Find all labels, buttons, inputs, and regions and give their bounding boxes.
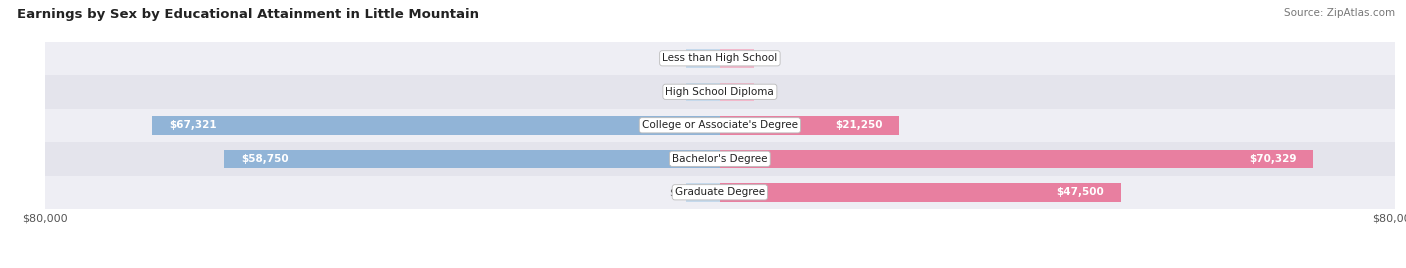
- Bar: [686, 49, 720, 68]
- Text: $70,329: $70,329: [1249, 154, 1296, 164]
- Bar: [45, 75, 1395, 109]
- Text: Source: ZipAtlas.com: Source: ZipAtlas.com: [1284, 8, 1395, 18]
- Text: $21,250: $21,250: [835, 120, 883, 130]
- Bar: [152, 116, 720, 135]
- Bar: [720, 49, 754, 68]
- Text: Less than High School: Less than High School: [662, 53, 778, 63]
- Bar: [45, 176, 1395, 209]
- Bar: [686, 83, 720, 101]
- Text: High School Diploma: High School Diploma: [665, 87, 775, 97]
- Text: $0: $0: [758, 87, 770, 97]
- Text: $58,750: $58,750: [240, 154, 288, 164]
- Bar: [45, 42, 1395, 75]
- Text: $0: $0: [669, 53, 682, 63]
- Text: Graduate Degree: Graduate Degree: [675, 187, 765, 197]
- Text: Earnings by Sex by Educational Attainment in Little Mountain: Earnings by Sex by Educational Attainmen…: [17, 8, 479, 21]
- Bar: [45, 142, 1395, 176]
- Text: $67,321: $67,321: [169, 120, 217, 130]
- Text: $47,500: $47,500: [1056, 187, 1104, 197]
- Text: $0: $0: [669, 187, 682, 197]
- Bar: [720, 183, 1121, 202]
- Text: $0: $0: [669, 87, 682, 97]
- Text: $0: $0: [758, 53, 770, 63]
- Bar: [720, 150, 1313, 168]
- Text: Bachelor's Degree: Bachelor's Degree: [672, 154, 768, 164]
- Bar: [720, 116, 900, 135]
- Text: College or Associate's Degree: College or Associate's Degree: [643, 120, 797, 130]
- Bar: [686, 183, 720, 202]
- Bar: [224, 150, 720, 168]
- Bar: [45, 109, 1395, 142]
- Bar: [720, 83, 754, 101]
